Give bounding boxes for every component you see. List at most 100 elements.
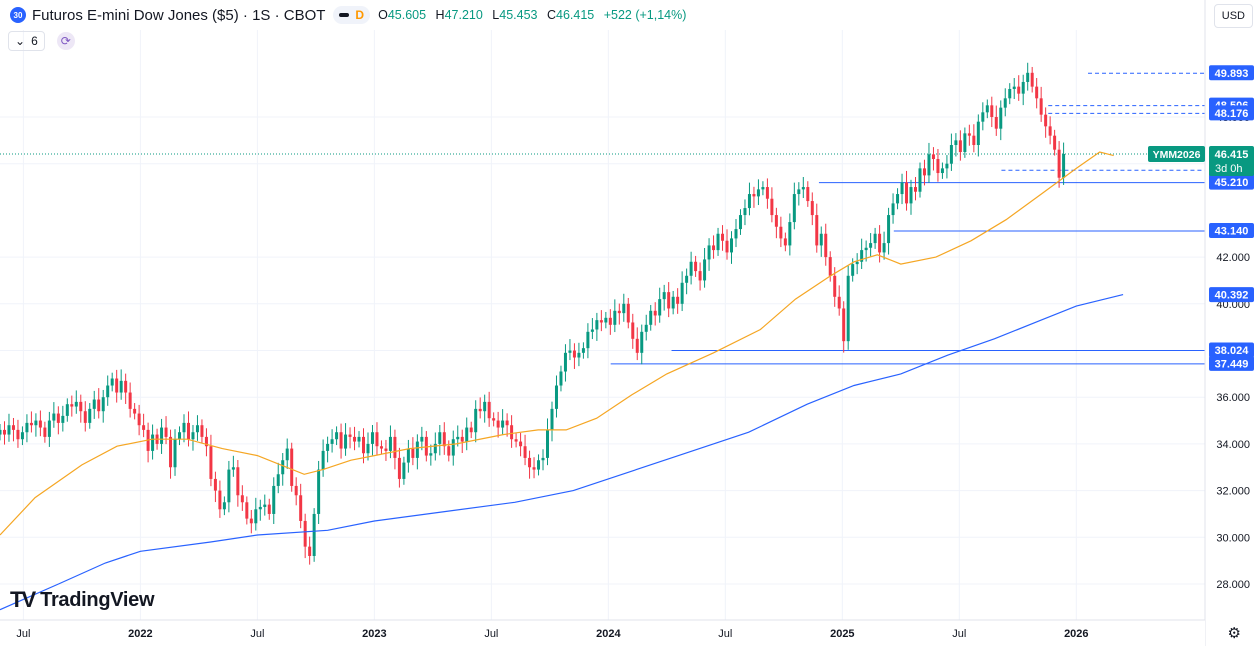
candle-body-203	[909, 187, 913, 204]
time-axis: Jul 2022 Jul 2023 Jul 2024 Jul 2025 Jul 2026	[0, 619, 1205, 646]
candle-body-198	[887, 215, 891, 244]
candle-body-91	[406, 448, 410, 463]
candle-body-61	[272, 485, 276, 514]
candle-body-168	[752, 194, 756, 197]
market-status-pill[interactable]: D	[333, 6, 371, 24]
candle-body-205	[918, 168, 922, 192]
candle-body-7	[29, 422, 33, 426]
refresh-icon[interactable]: ⟳	[56, 32, 75, 50]
currency-selector[interactable]: USD	[1213, 4, 1253, 28]
candle-body-34	[151, 434, 155, 451]
price-label-bg-6	[1209, 222, 1254, 238]
candle-body-53	[236, 467, 240, 496]
candle-body-140	[626, 303, 630, 323]
candle-body-103	[460, 436, 464, 442]
candle-body-101	[451, 439, 455, 456]
delay-indicator: D	[355, 8, 365, 22]
candle-body-200	[896, 194, 900, 204]
candle-body-212	[949, 145, 953, 164]
candle-body-83	[370, 432, 374, 444]
symbol-badge[interactable]: 30	[10, 7, 26, 23]
indicators-toggle[interactable]: ⌄ 6	[8, 31, 45, 51]
candle-body-45	[200, 425, 204, 437]
candle-body-19	[83, 411, 87, 423]
candle-body-149	[667, 292, 671, 309]
price-label-5: 45.210	[1215, 177, 1249, 189]
candle-body-74	[330, 439, 334, 444]
candle-body-157	[703, 259, 707, 281]
candle-body-32	[142, 425, 146, 430]
candle-body-189	[846, 275, 850, 342]
candle-body-207	[927, 154, 931, 176]
candle-body-26	[115, 378, 119, 393]
candle-body-125	[559, 371, 563, 386]
candle-body-0	[0, 429, 2, 435]
candle-body-42	[186, 422, 190, 440]
candle-body-112	[501, 420, 505, 428]
candle-body-233	[1044, 114, 1048, 127]
candle-body-3	[11, 425, 15, 430]
candle-body-181	[810, 201, 814, 216]
candle-body-159	[712, 245, 716, 251]
indicator-bar: ⌄ 6 ⟳	[8, 31, 75, 51]
candle-body-172	[770, 198, 774, 216]
candle-body-11	[47, 420, 51, 437]
candle-body-194	[869, 243, 873, 248]
candle-body-36	[160, 427, 164, 444]
candle-body-84	[375, 432, 379, 447]
candle-body-202	[905, 182, 909, 204]
candle-body-105	[469, 427, 473, 433]
candle-body-216	[967, 133, 971, 136]
candle-body-62	[276, 474, 280, 486]
open-value: 45.605	[387, 8, 427, 22]
candle-body-234	[1048, 126, 1052, 136]
candle-body-63	[281, 460, 285, 475]
price-tick-7: 42.000	[1216, 252, 1250, 264]
candle-body-111	[496, 420, 500, 428]
ma-line-0	[0, 151, 1114, 536]
time-tick-1: 2022	[128, 628, 152, 640]
symbol-title[interactable]: Futuros E-mini Dow Jones ($5) · 1S · CBO…	[32, 6, 326, 24]
candle-body-187	[837, 296, 841, 309]
candle-body-169	[756, 189, 760, 197]
candle-body-192	[860, 250, 864, 262]
settings-gear-icon[interactable]: ⚙	[1227, 625, 1241, 642]
candle-body-119	[532, 467, 536, 470]
candle-body-215	[963, 133, 967, 153]
candle-body-6	[25, 422, 29, 433]
candle-body-123	[550, 408, 554, 430]
ohlc-readout: O45.605 H47.210 L45.453 C46.415 +522 (+1…	[378, 8, 692, 22]
price-axis: 28.00030.00032.00034.00036.00038.00040.0…	[1148, 0, 1259, 646]
chart-header: 30 Futuros E-mini Dow Jones ($5) · 1S · …	[0, 0, 692, 30]
candle-body-80	[357, 436, 361, 442]
candle-body-237	[1062, 154, 1066, 178]
candle-body-4	[16, 429, 20, 440]
candle-body-79	[353, 436, 357, 442]
candle-body-75	[335, 432, 339, 440]
candle-body-107	[478, 408, 482, 412]
candle-body-146	[653, 310, 657, 316]
candle-body-47	[209, 446, 213, 479]
candle-body-227	[1017, 86, 1021, 94]
tradingview-logo[interactable]: TV TradingView	[10, 587, 155, 613]
price-tick-2: 32.000	[1216, 486, 1250, 498]
time-tick-8: Jul	[952, 628, 966, 640]
candle-body-95	[424, 436, 428, 456]
time-tick-4: Jul	[484, 628, 498, 640]
candle-body-153	[685, 275, 689, 283]
time-tick-5: 2024	[596, 628, 621, 640]
candle-body-120	[537, 460, 541, 470]
candle-body-224	[1003, 98, 1007, 108]
candle-body-114	[510, 425, 514, 440]
candle-body-109	[487, 401, 491, 419]
candle-body-78	[348, 434, 352, 437]
candle-body-156	[698, 271, 702, 281]
candle-body-197	[882, 243, 886, 253]
candle-body-56	[249, 518, 253, 524]
price-tick-1: 30.000	[1216, 532, 1250, 544]
candle-body-151	[676, 296, 680, 304]
candle-body-110	[492, 418, 496, 421]
candle-body-222	[994, 117, 998, 129]
time-tick-3: 2023	[362, 628, 386, 640]
